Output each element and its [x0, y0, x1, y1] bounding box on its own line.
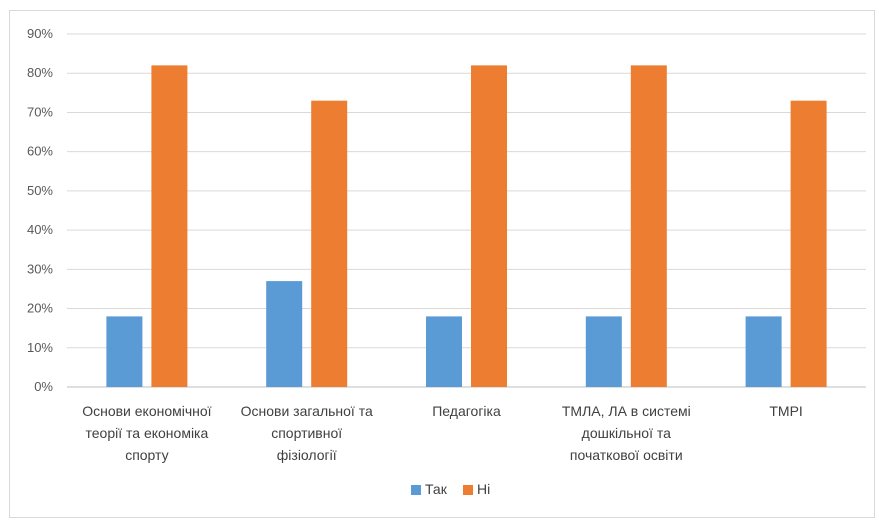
category-label: Основи економічної	[82, 403, 211, 419]
y-tick-label: 60%	[27, 144, 53, 159]
category-label: ТМЛА, ЛА в системі	[562, 403, 691, 419]
y-tick-label: 0%	[34, 379, 53, 394]
y-tick-label: 70%	[27, 104, 53, 119]
bar-ni	[790, 100, 827, 387]
y-tick-label: 40%	[27, 222, 53, 237]
category-label: дошкільної та	[582, 425, 671, 441]
y-tick-label: 90%	[27, 26, 53, 41]
legend-label-tak: Так	[425, 481, 448, 497]
category-label: теорії та економіка	[86, 425, 209, 441]
category-label: фізіології	[277, 447, 337, 463]
legend-label-ni: Ні	[477, 481, 490, 497]
legend: Так Ні	[411, 481, 490, 497]
bar-tak	[106, 316, 143, 387]
legend-swatch-ni	[463, 485, 473, 495]
y-tick-label: 30%	[27, 261, 53, 276]
category-label: ТМРІ	[769, 403, 802, 419]
y-tick-label: 10%	[27, 340, 53, 355]
bar-ni	[311, 100, 348, 387]
bars	[106, 65, 827, 387]
legend-swatch-tak	[411, 485, 421, 495]
bar-tak	[745, 316, 782, 387]
bar-ni	[630, 65, 667, 387]
bar-tak	[266, 281, 303, 387]
y-axis-tick-labels: 0% 10% 20% 30% 40% 50% 60% 70% 80% 90%	[27, 26, 53, 394]
y-tick-label: 80%	[27, 65, 53, 80]
grid-lines	[67, 33, 866, 388]
category-label: Педагогіка	[432, 403, 501, 419]
x-axis-category-labels: Основи економічної теорії та економіка спо…	[82, 403, 803, 463]
category-label: Основи загальної та	[241, 403, 373, 419]
category-label: спортивної	[271, 425, 342, 441]
bar-ni	[151, 65, 188, 387]
category-label: початкової освіти	[570, 447, 683, 463]
bar-ni	[471, 65, 507, 387]
y-tick-label: 20%	[27, 301, 53, 316]
bar-tak	[585, 316, 622, 387]
y-tick-label: 50%	[27, 183, 53, 198]
category-label: спорту	[125, 447, 168, 463]
bar-tak	[426, 316, 462, 387]
